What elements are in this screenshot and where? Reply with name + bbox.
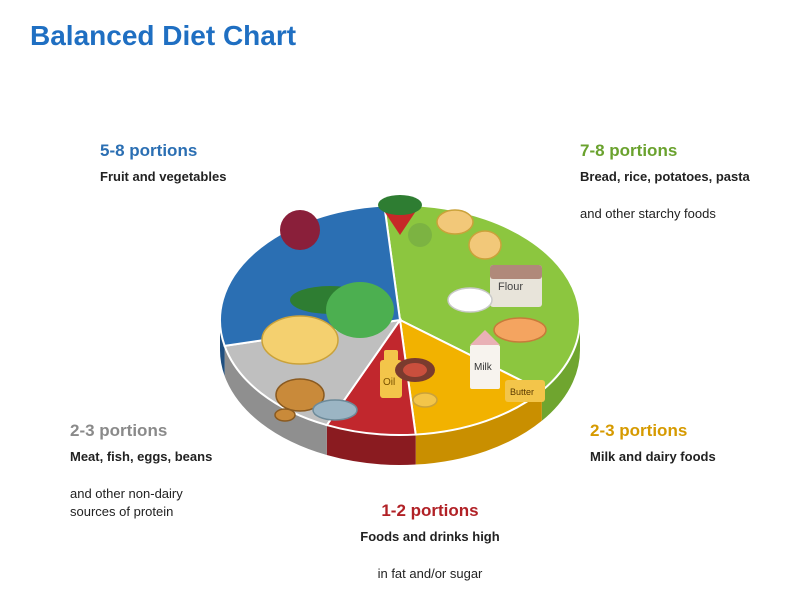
- label-portions-fruitveg: 5-8 portions: [100, 140, 300, 163]
- label-desc-carbs: Bread, rice, potatoes, pasta: [580, 169, 750, 184]
- label-carbs: 7-8 portions Bread, rice, potatoes, pasta…: [580, 140, 780, 223]
- pie-slice-fruitveg: [220, 205, 400, 345]
- label-desc-fats: Foods and drinks high: [360, 529, 499, 544]
- label-dairy: 2-3 portions Milk and dairy foods: [590, 420, 790, 468]
- label-portions-carbs: 7-8 portions: [580, 140, 780, 163]
- label-portions-fats: 1-2 portions: [330, 500, 530, 523]
- label-desc-protein: Meat, fish, eggs, beans: [70, 449, 212, 464]
- label-fruitveg: 5-8 portions Fruit and vegetables: [100, 140, 300, 188]
- label-desc2-fats: in fat and/or sugar: [330, 548, 530, 583]
- label-portions-dairy: 2-3 portions: [590, 420, 790, 443]
- label-protein: 2-3 portions Meat, fish, eggs, beans and …: [70, 420, 270, 520]
- label-desc2-protein: and other non-dairy sources of protein: [70, 468, 270, 521]
- label-desc-fruitveg: Fruit and vegetables: [100, 169, 226, 184]
- label-desc2-carbs: and other starchy foods: [580, 188, 780, 223]
- label-portions-protein: 2-3 portions: [70, 420, 270, 443]
- label-fats: 1-2 portions Foods and drinks high in fat…: [330, 500, 530, 583]
- label-desc-dairy: Milk and dairy foods: [590, 449, 716, 464]
